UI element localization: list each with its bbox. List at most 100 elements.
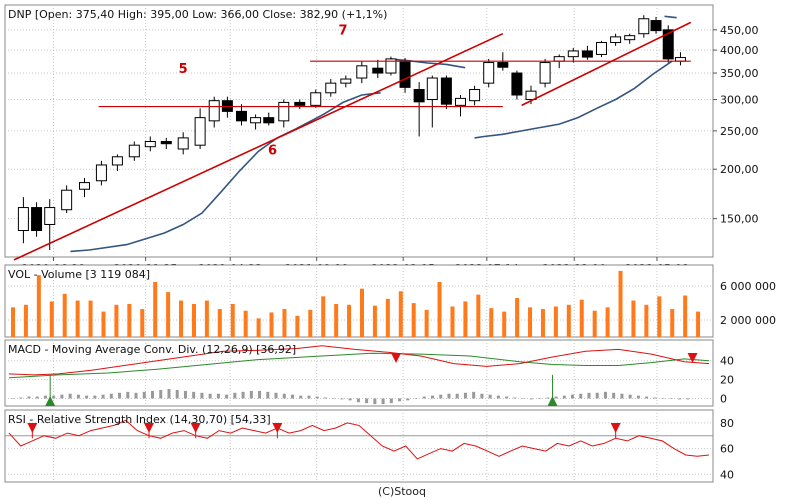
candle-body [44,207,56,225]
candle-body [310,92,322,106]
macd-histogram-bar [636,395,640,399]
candle-body [596,42,607,55]
volume-bar [347,304,352,337]
price-tick-label: 400,00 [720,44,759,57]
candle-body [31,207,43,232]
macd-histogram-bar [496,395,500,399]
moving-average-line [474,60,673,139]
volume-bar [579,299,584,337]
candle-body [497,62,509,68]
volume-bar [282,309,287,337]
candle-body [385,58,397,74]
macd-histogram-bar [686,398,690,400]
volume-bar [308,309,313,337]
rsi-sell-signal [144,423,154,433]
macd-histogram-bar [669,398,673,399]
macd-histogram-bar [653,397,657,399]
macd-histogram-bar [307,395,311,399]
candle-body [17,207,29,232]
volume-bar [540,309,545,337]
candle-body [581,50,593,58]
macd-histogram-bar [323,397,327,399]
macd-histogram-bar [389,398,393,404]
macd-line [8,345,710,376]
volume-bar [191,303,196,337]
volume-bar [217,309,222,337]
macd-histogram-bar [183,390,187,399]
macd-histogram-bar [159,389,163,399]
macd-histogram-bar [414,398,418,399]
rsi-sell-signal [190,423,201,433]
volume-bar [114,304,119,337]
macd-tick-label: 40 [720,355,734,368]
macd-histogram-bar [60,394,64,399]
price-header: DNP [Open: 375,40 High: 395,00 Low: 366,… [8,8,387,21]
candle-body [553,56,565,62]
rsi-tick-label: 40 [720,468,734,481]
macd-histogram-bar [546,397,550,399]
macd-histogram-bar [406,398,410,401]
macd-histogram-bar [118,392,122,399]
macd-histogram-bar [529,398,533,400]
header-change: +1,1% [346,8,383,21]
candle-body [662,29,674,60]
macd-histogram-bar [11,398,14,399]
macd-histogram-bar [381,398,385,405]
macd-histogram-bar [645,396,649,399]
candle-body [399,60,411,88]
volume-bar [11,307,15,337]
moving-average-line [664,15,677,19]
volume-bar [696,311,701,337]
trend-annotation: 6 [268,143,277,158]
macd-histogram-bar [93,395,97,399]
volume-bar [230,303,235,337]
candle-body [177,137,189,150]
volume-bar [243,310,248,337]
macd-histogram-bar [85,395,89,399]
candle-body [235,110,247,122]
macd-histogram-bar [225,394,229,399]
candle-body [250,117,262,124]
volume-bar [450,306,455,337]
candle-body [95,164,107,182]
volume-bar [153,281,158,337]
macd-histogram-bar [134,392,138,399]
volume-bar [489,308,494,337]
volume-tick-label: 6 000 000 [720,280,776,293]
volume-bar [437,281,442,337]
macd-title: MACD - Moving Average Conv. Div. (12,26,… [8,343,296,356]
price-panel: 150,00 200,00 250,00 300,00 350,00 400,00 450,… [4,4,759,275]
macd-panel: 0 20 40 MACD - Moving Average Conv. Div. (1… [4,339,734,407]
moving-average-line [70,92,381,253]
candle-body [356,65,368,79]
volume-bar [476,294,481,337]
rsi-tick-label: 60 [720,443,734,456]
macd-histogram-bar [274,392,278,399]
moving-average-line [389,58,466,69]
macd-histogram-bar [472,391,476,399]
macd-histogram-bar [27,396,31,399]
candle-body [340,78,352,84]
macd-histogram-bar [661,398,665,399]
macd-histogram-bar [266,391,270,399]
candle-body [469,89,481,102]
macd-histogram-bar [628,394,632,399]
rsi-panel: 40 60 80 RSI - Relative Strength Index (14,… [4,409,734,483]
volume-bar [411,303,416,337]
volume-bar [372,305,377,337]
macd-histogram-bar [68,393,72,399]
volume-tick-label: 2 000 000 [720,314,776,327]
volume-bar [385,298,390,337]
volume-bar [360,288,364,337]
macd-histogram-bar [258,390,262,399]
price-tick-label: 350,00 [720,67,759,80]
volume-title: VOL - Volume [3 119 084] [8,268,150,281]
volume-bar [23,304,28,337]
volume-bar [256,318,261,337]
volume-bar [321,296,326,337]
macd-histogram-bar [151,390,154,399]
volume-bar [166,292,171,337]
volume-panel: 2 000 000 6 000 000 VOL - Volume [3 119 08… [4,264,776,338]
macd-buy-signal [45,396,56,406]
macd-histogram-bar [431,395,434,399]
